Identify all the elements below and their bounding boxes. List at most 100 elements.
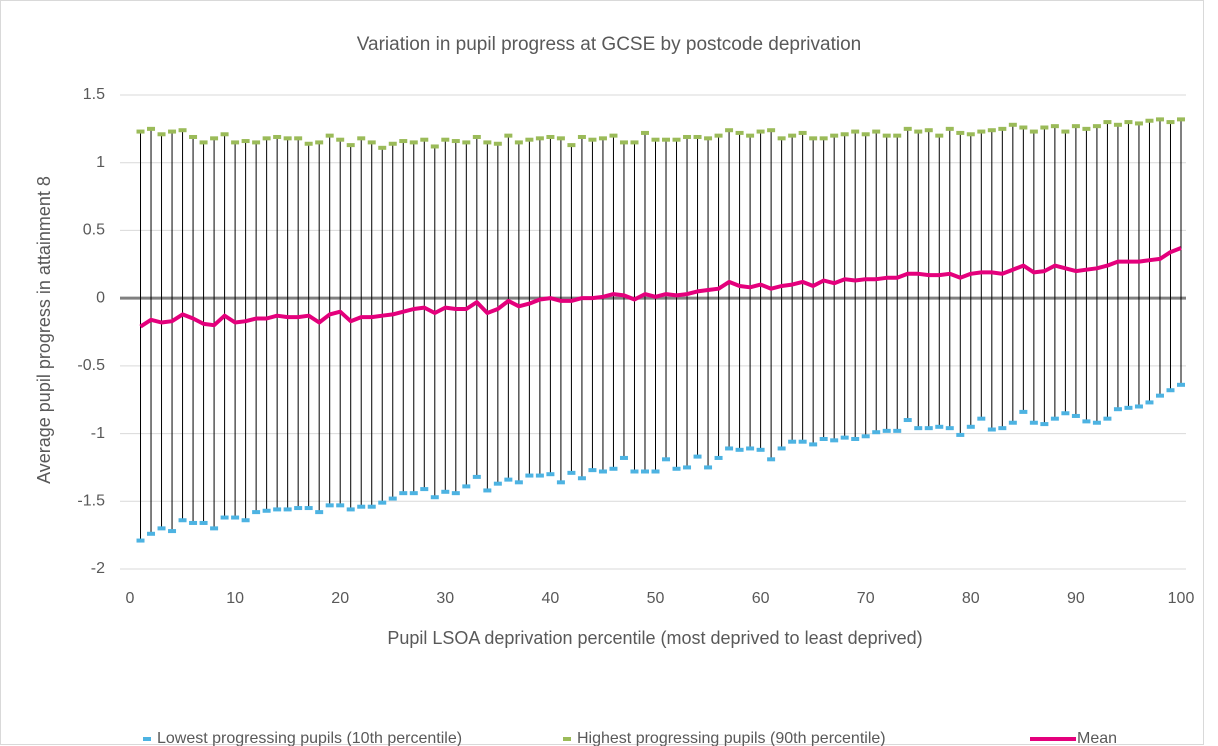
marker <box>1177 117 1185 122</box>
marker <box>262 136 271 141</box>
y-tick-label: 0 <box>96 289 105 306</box>
marker <box>273 134 282 139</box>
x-tick-label: 20 <box>331 590 349 607</box>
marker <box>914 129 923 134</box>
marker <box>998 426 1007 431</box>
marker <box>598 469 607 474</box>
marker <box>987 427 996 432</box>
marker <box>1029 420 1038 425</box>
marker <box>493 481 502 486</box>
marker <box>1050 416 1059 421</box>
marker <box>1145 118 1154 123</box>
marker <box>945 126 954 131</box>
marker <box>1124 120 1133 125</box>
marker <box>956 130 965 135</box>
marker <box>893 428 902 433</box>
y-tick-label: 1 <box>96 154 105 171</box>
marker <box>1071 413 1080 418</box>
marker <box>609 466 618 471</box>
marker <box>1155 393 1164 398</box>
marker <box>136 129 145 134</box>
marker <box>451 491 460 496</box>
marker <box>283 507 292 512</box>
marker <box>462 484 471 489</box>
marker <box>168 129 177 134</box>
marker <box>662 137 671 142</box>
marker <box>683 134 692 139</box>
marker <box>1092 124 1101 129</box>
marker <box>683 465 692 470</box>
marker <box>945 426 954 431</box>
marker <box>157 132 166 137</box>
marker <box>704 136 713 141</box>
marker <box>367 140 376 145</box>
marker <box>1113 122 1122 127</box>
marker <box>210 526 219 531</box>
marker <box>325 503 334 508</box>
marker <box>619 140 628 145</box>
marker <box>788 439 797 444</box>
marker <box>1166 120 1175 125</box>
marker <box>430 495 439 500</box>
marker <box>409 491 418 496</box>
marker <box>882 133 891 138</box>
marker <box>788 133 797 138</box>
marker <box>525 137 534 142</box>
marker <box>1134 404 1143 409</box>
marker <box>1029 129 1038 134</box>
marker <box>1040 422 1049 427</box>
y-tick-label: -1 <box>91 425 105 442</box>
marker <box>231 140 240 145</box>
marker <box>441 489 450 494</box>
marker <box>514 140 523 145</box>
marker <box>325 133 334 138</box>
marker <box>714 455 723 460</box>
marker <box>336 503 345 508</box>
marker <box>315 510 324 515</box>
marker <box>546 472 555 477</box>
marker <box>577 134 586 139</box>
marker <box>1124 405 1133 410</box>
marker <box>189 134 198 139</box>
marker <box>1103 416 1112 421</box>
marker <box>220 132 229 137</box>
marker <box>1134 121 1143 126</box>
x-axis-title: Pupil LSOA deprivation percentile (most … <box>387 628 922 648</box>
marker <box>493 141 502 146</box>
marker <box>199 520 208 525</box>
marker <box>966 424 975 429</box>
y-axis-title: Average pupil progress in attainment 8 <box>34 176 54 484</box>
marker <box>1082 126 1091 131</box>
marker <box>924 426 933 431</box>
marker <box>220 515 229 520</box>
marker <box>535 136 544 141</box>
marker <box>294 136 303 141</box>
x-tick-label: 100 <box>1168 590 1195 607</box>
marker <box>830 133 839 138</box>
marker <box>977 416 986 421</box>
marker <box>241 139 250 144</box>
marker <box>535 473 544 478</box>
y-tick-label: -1.5 <box>77 493 105 510</box>
marker <box>178 128 187 133</box>
marker <box>1071 124 1080 129</box>
marker <box>651 137 660 142</box>
marker <box>273 507 282 512</box>
marker <box>409 140 418 145</box>
marker <box>598 136 607 141</box>
marker <box>136 538 145 543</box>
marker <box>1092 420 1101 425</box>
legend-marker <box>143 737 151 741</box>
marker <box>1019 409 1028 414</box>
marker <box>640 130 649 135</box>
marker <box>577 476 586 481</box>
marker <box>935 133 944 138</box>
marker <box>693 134 702 139</box>
marker <box>704 465 713 470</box>
marker <box>640 469 649 474</box>
legend-marker <box>563 737 571 741</box>
marker <box>504 477 513 482</box>
marker <box>1040 125 1049 130</box>
marker <box>504 133 513 138</box>
